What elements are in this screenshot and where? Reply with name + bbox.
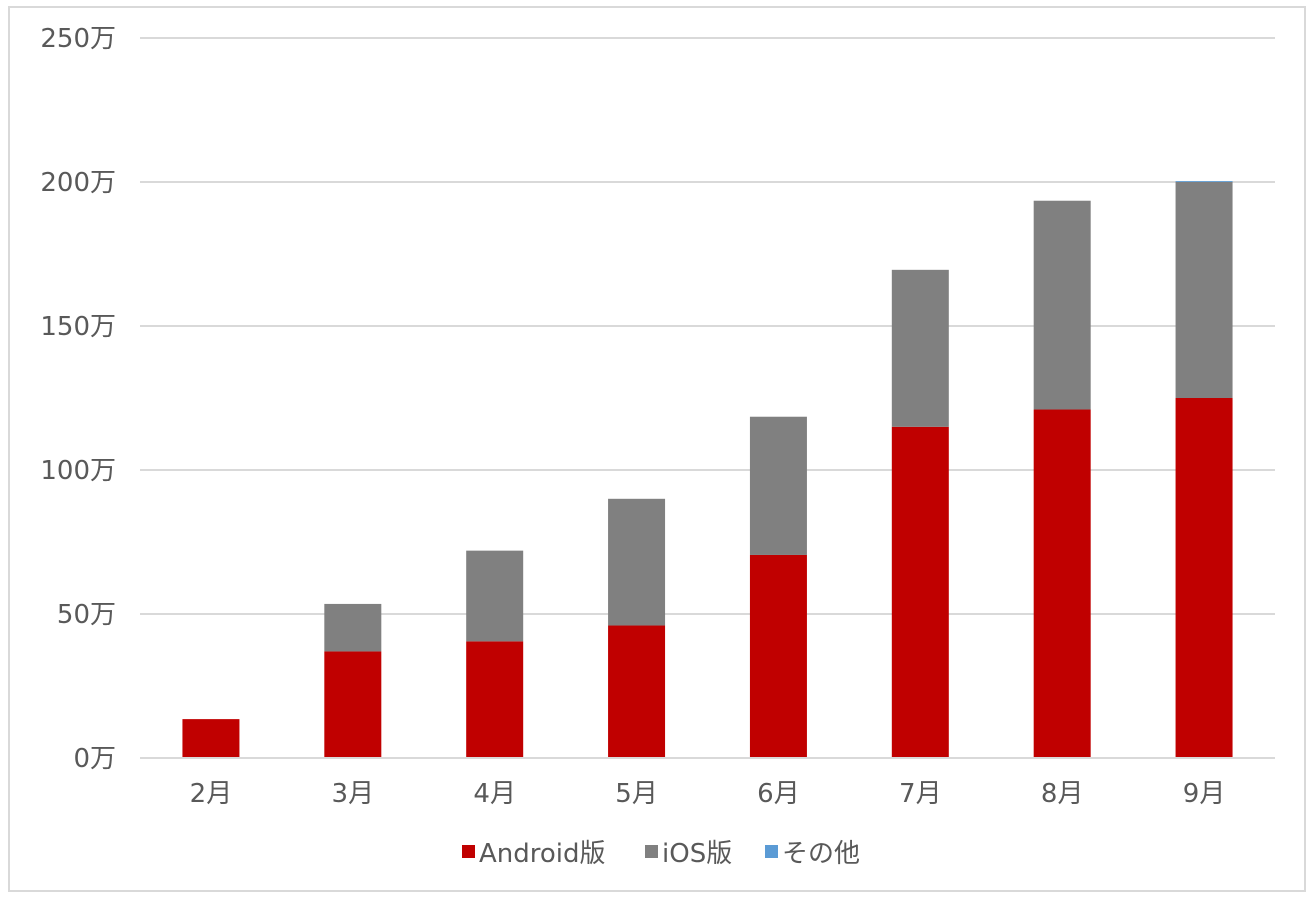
y-tick-label: 250万 xyxy=(40,24,116,54)
legend-label: iOS版 xyxy=(662,839,732,869)
bar-android-7 xyxy=(891,426,949,758)
y-tick-label: 100万 xyxy=(40,456,116,486)
legend-swatch xyxy=(645,845,658,858)
legend-label: その他 xyxy=(782,839,860,869)
x-tick-label: 4月 xyxy=(473,779,516,809)
y-tick-label: 150万 xyxy=(40,312,116,342)
x-tick-label: 2月 xyxy=(190,779,233,809)
x-tick-label: 3月 xyxy=(332,779,375,809)
bar-ios-4 xyxy=(466,550,524,642)
gridlines xyxy=(140,37,1275,615)
bar-ios-8 xyxy=(1033,200,1091,410)
bar-android-3 xyxy=(324,651,382,758)
y-tick-label: 200万 xyxy=(40,168,116,198)
bar-ios-5 xyxy=(608,498,666,626)
bars xyxy=(182,181,1233,758)
legend-swatch xyxy=(462,845,475,858)
y-tick-label: 50万 xyxy=(57,600,116,630)
bar-ios-6 xyxy=(749,416,807,555)
bar-ios-7 xyxy=(891,269,949,427)
legend-item: Android版 xyxy=(462,839,606,869)
legend-item: iOS版 xyxy=(645,839,732,869)
y-axis-tick-labels: 0万 50万 100万 150万 200万 250万 xyxy=(40,24,116,774)
bar-ios-9 xyxy=(1175,182,1233,398)
bar-android-8 xyxy=(1033,409,1091,758)
legend: Android版 iOS版 その他 xyxy=(462,839,860,869)
x-tick-label: 8月 xyxy=(1041,779,1084,809)
x-axis-tick-labels: 2月 3月 4月 5月 6月 7月 8月 9月 xyxy=(190,779,1226,809)
x-tick-label: 7月 xyxy=(899,779,942,809)
x-tick-label: 9月 xyxy=(1183,779,1226,809)
bar-other-9 xyxy=(1175,181,1233,182)
legend-item: その他 xyxy=(765,839,860,869)
legend-swatch xyxy=(765,845,778,858)
x-tick-label: 5月 xyxy=(615,779,658,809)
x-tick-label: 6月 xyxy=(757,779,800,809)
bar-android-2 xyxy=(182,719,240,758)
y-tick-label: 0万 xyxy=(73,744,116,774)
bar-ios-3 xyxy=(324,603,382,652)
legend-label: Android版 xyxy=(479,839,606,869)
bar-android-9 xyxy=(1175,398,1233,758)
bar-android-5 xyxy=(608,625,666,758)
bar-android-4 xyxy=(466,641,524,758)
bar-android-6 xyxy=(749,554,807,758)
